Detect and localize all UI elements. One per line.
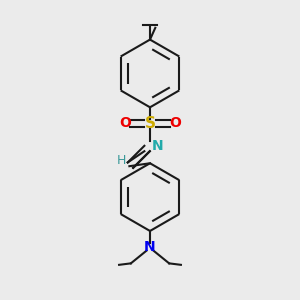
Text: S: S	[145, 116, 155, 131]
Text: N: N	[144, 240, 156, 254]
Text: O: O	[169, 116, 181, 130]
Text: H: H	[116, 154, 126, 167]
Text: N: N	[152, 139, 163, 153]
Text: O: O	[119, 116, 131, 130]
